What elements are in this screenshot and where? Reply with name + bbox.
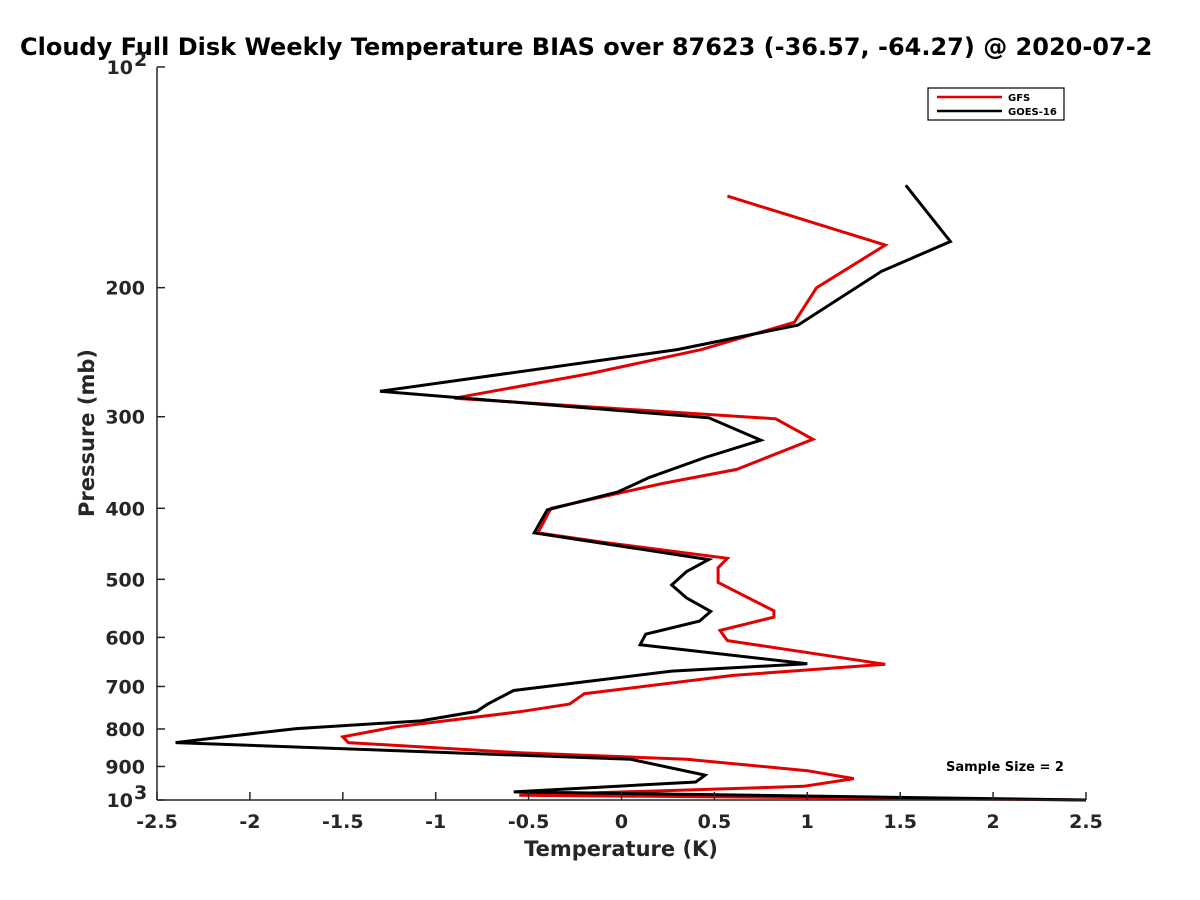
legend: GFS GOES-16 xyxy=(927,87,1065,121)
x-tick-label: -1 xyxy=(425,811,446,833)
plot-area xyxy=(175,184,1087,802)
legend-label-gfs: GFS xyxy=(1008,93,1030,104)
y-tick-label: 800 xyxy=(105,719,145,741)
x-tick-label: -0.5 xyxy=(508,811,550,833)
x-tick-label: 0 xyxy=(615,811,628,833)
y-tick-label: 400 xyxy=(105,498,145,520)
y-tick-exponent: 2 xyxy=(134,49,147,71)
x-tick-label: 2.5 xyxy=(1069,811,1103,833)
x-tick-label: -1.5 xyxy=(322,811,364,833)
x-tick-label: 1 xyxy=(801,811,814,833)
legend-label-goes16: GOES-16 xyxy=(1008,107,1057,118)
y-tick-exponent: 3 xyxy=(134,782,147,804)
y-axis-label: Pressure (mb) xyxy=(75,349,99,517)
y-tick-label: 10 xyxy=(107,57,133,79)
series-line-goes-16 xyxy=(175,184,1087,802)
y-tick-label: 10 xyxy=(107,790,133,812)
x-tick-label: -2 xyxy=(239,811,260,833)
legend-box xyxy=(927,87,1065,121)
y-tick-label: 200 xyxy=(105,278,145,300)
chart-title: Cloudy Full Disk Weekly Temperature BIAS… xyxy=(20,33,1152,61)
y-tick-label: 900 xyxy=(105,756,145,778)
x-tick-label: 0.5 xyxy=(698,811,732,833)
series-line-gfs xyxy=(339,194,1087,802)
y-tick-label: 300 xyxy=(105,407,145,429)
y-tick-label: 700 xyxy=(105,676,145,698)
y-tick-label: 500 xyxy=(105,569,145,591)
x-axis-ticks: -2.5 -2 -1.5 -1 -0.5 0 0.5 1 1.5 2 2.5 xyxy=(136,792,1103,833)
x-tick-label: -2.5 xyxy=(136,811,178,833)
x-axis-label: Temperature (K) xyxy=(524,837,718,861)
x-tick-label: 1.5 xyxy=(883,811,917,833)
sample-size-annotation: Sample Size = 2 xyxy=(946,760,1064,775)
y-tick-label: 600 xyxy=(105,627,145,649)
x-tick-label: 2 xyxy=(986,811,999,833)
